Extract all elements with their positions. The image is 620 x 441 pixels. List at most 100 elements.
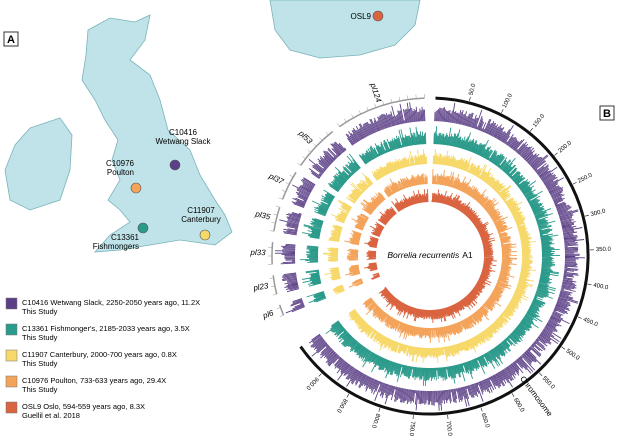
coverage-track: [274, 102, 586, 411]
plasmid-label: pl53: [296, 128, 314, 146]
chromosome-tick-label: 850.0: [335, 397, 348, 414]
plasmid-tick: [289, 174, 294, 178]
center-strain: A1: [462, 250, 473, 260]
panel-a-box: [3, 31, 19, 47]
plasmid-label: pl23: [252, 281, 270, 293]
site-place: Poulton: [107, 168, 134, 177]
chromosome-tick-label: 400.0: [593, 283, 609, 292]
site-place: Wetwang Slack: [156, 137, 212, 146]
site-id: C10976: [106, 159, 135, 168]
chromosome-tick-label: 700.0: [445, 421, 453, 437]
plasmid-tick: [358, 110, 361, 115]
plasmid-label: pl35: [253, 209, 271, 222]
site-marker: [137, 222, 149, 234]
plasmid-tick: [390, 98, 393, 103]
plasmid-tick: [275, 205, 280, 208]
coverage-track: [344, 169, 518, 344]
coverage-track: [300, 126, 561, 386]
chromosome-tick: [318, 373, 322, 377]
chromosome-tick: [539, 372, 543, 376]
chromosome-tick-label: 300.0: [590, 208, 607, 218]
plasmid-tick: [272, 293, 277, 296]
chromosome-tick-label: 650.0: [479, 413, 490, 430]
legend-text: C11907 Canterbury, 2000-700 years ago, 0…: [22, 350, 177, 359]
chromosome-tick: [587, 283, 592, 286]
chromosome-tick: [469, 96, 471, 102]
plasmid-tick: [285, 182, 290, 185]
plasmid-axis: [278, 304, 285, 316]
legend-source: This Study: [22, 333, 58, 342]
plasmid-tick: [297, 162, 301, 166]
plasmid-tick: [278, 197, 283, 200]
plasmid-tick: [269, 230, 274, 232]
chromosome-tick: [501, 109, 504, 113]
chromosome-tick-label: 350.0: [596, 247, 612, 254]
plasmid-tick: [302, 156, 306, 159]
chromosome-tick: [577, 316, 582, 319]
chromosome-tick-label: 450.0: [582, 317, 599, 329]
chromosome-tick: [572, 182, 577, 185]
plasmid-tick: [343, 118, 347, 123]
plasmid-axis: [272, 275, 278, 295]
plasmid-axis: [299, 130, 334, 166]
plasmid-tick: [273, 213, 278, 216]
chromosome-tick-label: 250.0: [577, 172, 594, 184]
chromosome-tick: [480, 407, 483, 412]
coverage-track: [322, 149, 537, 363]
site-marker: [199, 229, 211, 241]
plasmid-tick: [351, 114, 354, 118]
plasmid-axis: [338, 97, 425, 128]
plasmid-tick: [279, 314, 284, 317]
chromosome-tick-label: 100.0: [502, 92, 514, 109]
chromosome-tick: [529, 127, 533, 132]
chromosome-tick: [378, 407, 381, 412]
chromosome-tick: [584, 214, 589, 217]
legend-swatch: [5, 349, 18, 362]
plasmid-tick: [382, 101, 385, 105]
legend-source: This Study: [22, 359, 58, 368]
circos-plot: 50.0 100.0 150.0 200.0 250.0 300.0 350.0 400.0 4…: [249, 81, 611, 437]
plasmid-axis: [281, 171, 297, 200]
chromosome-tick-label: 150.0: [532, 113, 546, 129]
panel-b-label: B: [603, 108, 611, 120]
plasmid-tick: [325, 131, 329, 136]
chromosome-tick-label: 600.0: [512, 397, 525, 414]
plasmid-tick: [276, 307, 281, 309]
chromosome-tick-label: 50.0: [469, 83, 478, 96]
plasmid-axis: [271, 242, 274, 265]
chromosome-tick-label: 900.0: [304, 375, 319, 391]
norway: [269, 0, 421, 59]
site-place: Canterbury: [181, 215, 221, 224]
center-title: Borrelia recurrentis A1: [387, 250, 472, 260]
center-species: Borrelia recurrentis: [387, 250, 460, 260]
legend-swatch: [5, 375, 18, 388]
chromosome-tick: [511, 393, 515, 397]
plasmid-label: pl37: [267, 171, 286, 186]
chromosome-tick: [561, 346, 566, 350]
plasmid-label: pl6: [261, 308, 276, 321]
chromosome-tick-label: 800.0: [370, 413, 381, 430]
legend-text: C10976 Poulton, 733-633 years ago, 29.4X: [22, 376, 166, 385]
site-id: C13361: [111, 233, 140, 242]
plasmid-tick: [319, 137, 323, 141]
chromosome-tick-label: 500.0: [565, 348, 581, 362]
site-marker: [169, 159, 181, 171]
panel-a-label: A: [7, 34, 15, 46]
plasmid-tick: [398, 96, 401, 101]
site-id: C11907: [187, 206, 215, 215]
legend-text: C10416 Wetwang Slack, 2250-2050 years ag…: [22, 298, 200, 307]
osl9-label: OSL9: [351, 12, 372, 21]
osl9-site: [372, 10, 384, 22]
site-id: C10416: [169, 128, 198, 137]
chromosome-tick: [554, 152, 558, 156]
chromosome-tick: [346, 393, 350, 398]
panel-b-box: [599, 105, 615, 121]
legend-text: C13361 Fishmonger's, 2185-2033 years ago…: [22, 324, 190, 333]
chromosome-tick-label: 750.0: [408, 421, 416, 437]
plasmid-tick: [270, 285, 275, 288]
legend-swatch: [5, 401, 18, 414]
legend-source: This Study: [22, 307, 58, 316]
plasmid-tick: [366, 106, 369, 111]
plasmid-tick: [313, 143, 317, 147]
